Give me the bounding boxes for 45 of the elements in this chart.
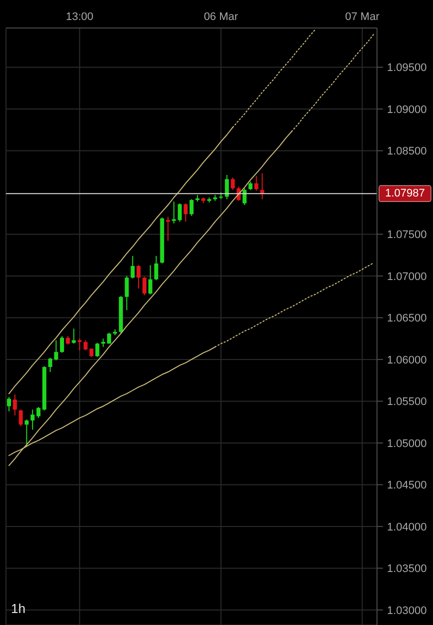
candlestick (136, 264, 141, 290)
y-tick-label: 1.03000 (387, 604, 427, 617)
y-tick-label: 1.08500 (387, 146, 427, 158)
x-tick-label: 06 Mar (204, 11, 238, 23)
candlestick (142, 276, 146, 296)
y-tick-label: 1.09000 (387, 104, 427, 116)
candlestick (178, 202, 182, 222)
candlestick (36, 406, 40, 418)
y-tick-label: 1.06500 (387, 312, 427, 325)
candlestick (95, 342, 100, 358)
candlestick (130, 255, 135, 279)
candlestick (148, 264, 152, 295)
y-tick-label: 1.04500 (387, 480, 427, 492)
candlestick (190, 198, 194, 216)
candlestick (12, 394, 17, 416)
candlestick (172, 201, 176, 224)
y-tick-label: 1.06000 (387, 354, 427, 366)
annotation: 1h (11, 601, 26, 617)
candlestick (260, 172, 264, 200)
candlestick (7, 396, 11, 412)
candlestick (154, 255, 158, 281)
y-tick-label: 1.05000 (387, 438, 427, 450)
candlestick (230, 176, 235, 190)
y-tick-label: 1.07500 (387, 229, 427, 242)
y-tick-label: 1.04000 (387, 521, 427, 534)
ref-line-label: 1.07987 (385, 188, 425, 200)
candlestick (84, 340, 88, 351)
y-tick-label: 1.05500 (387, 396, 427, 408)
candlestick (48, 357, 52, 373)
candlestick (60, 336, 64, 354)
y-tick-label: 1.03500 (387, 563, 427, 576)
x-tick-label: 13:00 (66, 11, 94, 23)
candlestick (30, 409, 35, 430)
candlestick (124, 275, 129, 311)
candlestick (254, 175, 258, 192)
candlestick (242, 188, 247, 206)
candlestick (24, 419, 29, 447)
candlestick (184, 202, 188, 222)
x-tick-label: 07 Mar (345, 11, 380, 23)
y-tick-label: 1.09500 (387, 62, 427, 74)
candlestick (224, 174, 229, 200)
candlestick (72, 328, 76, 344)
candlestick (18, 409, 23, 427)
y-tick-label: 1.07000 (387, 270, 427, 283)
candlestick (54, 340, 58, 361)
